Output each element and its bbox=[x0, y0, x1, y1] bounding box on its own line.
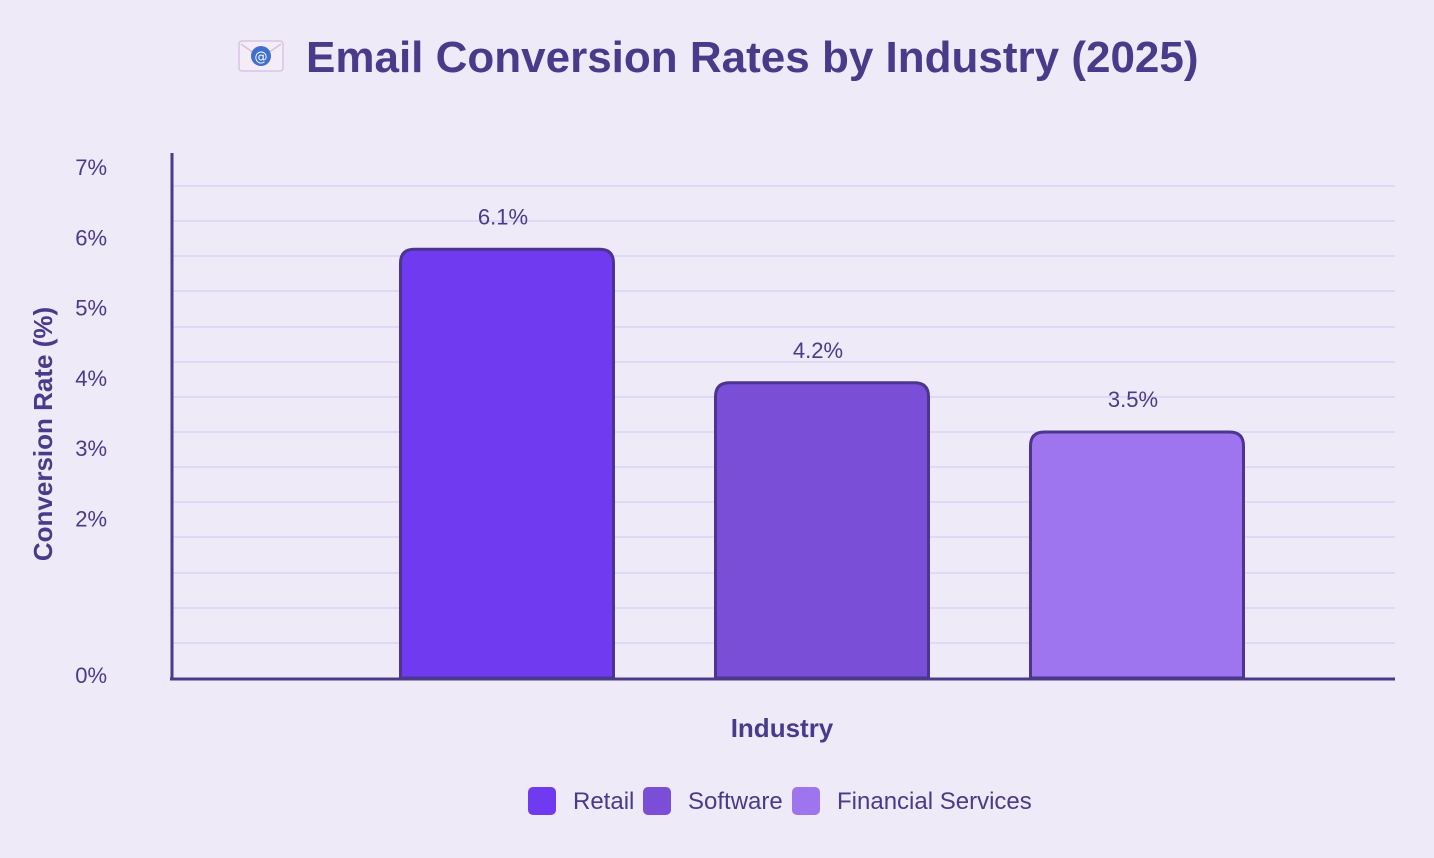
legend-label: Software bbox=[688, 788, 783, 815]
legend-label: Financial Services bbox=[837, 788, 1032, 815]
y-tick-label: 0% bbox=[75, 663, 107, 688]
y-tick-label: 7% bbox=[75, 155, 107, 180]
y-tick-label: 6% bbox=[75, 225, 107, 250]
legend: Retail Software Financial Services bbox=[528, 787, 1032, 815]
data-labels: 6.1% 4.2% 3.5% bbox=[478, 204, 1158, 412]
y-tick-labels: 0% 2% 3% 4% 5% 6% 7% bbox=[75, 155, 107, 688]
chart-title-group: @ Email Conversion Rates by Industry (20… bbox=[238, 33, 1199, 82]
y-tick-label: 4% bbox=[75, 366, 107, 391]
y-tick-label: 5% bbox=[75, 296, 107, 321]
envelope-icon: @ bbox=[238, 40, 284, 72]
bar-retail bbox=[399, 247, 615, 680]
y-tick-label: 3% bbox=[75, 436, 107, 461]
legend-swatch bbox=[643, 787, 671, 815]
bars bbox=[399, 247, 1245, 680]
y-tick-label: 2% bbox=[75, 506, 107, 531]
data-label: 3.5% bbox=[1108, 387, 1158, 412]
legend-label: Retail bbox=[573, 788, 634, 815]
svg-text:@: @ bbox=[255, 50, 268, 65]
bar-financial-services bbox=[1029, 430, 1245, 680]
legend-swatch bbox=[528, 787, 556, 815]
data-label: 4.2% bbox=[793, 338, 843, 363]
x-axis-title: Industry bbox=[731, 713, 834, 743]
legend-swatch bbox=[792, 787, 820, 815]
y-axis-title: Conversion Rate (%) bbox=[28, 307, 58, 561]
bar-software bbox=[714, 381, 930, 680]
data-label: 6.1% bbox=[478, 204, 528, 229]
chart-title: Email Conversion Rates by Industry (2025… bbox=[306, 33, 1199, 82]
